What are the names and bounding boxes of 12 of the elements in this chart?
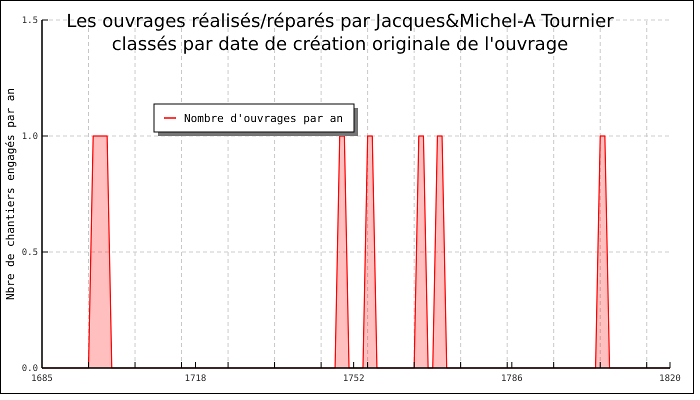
x-tick-label: 1752 bbox=[342, 374, 365, 384]
x-tick-label: 1685 bbox=[31, 374, 53, 384]
y-tick-label: 0.5 bbox=[22, 248, 38, 258]
chart-title: Les ouvrages réalisés/réparés par Jacques&Michel-A Tournier classés par date de création originale de l'ouvrage bbox=[66, 11, 614, 55]
y-axis-title: Nbre de chantiers engagés par an bbox=[4, 88, 17, 300]
y-tick-label: 1.0 bbox=[22, 132, 38, 142]
x-tick-label: 1786 bbox=[500, 374, 523, 384]
legend-label: Nombre d'ouvrages par an bbox=[184, 112, 343, 125]
x-tick-label: 1820 bbox=[659, 374, 681, 384]
y-tick-label: 0.0 bbox=[22, 364, 38, 374]
y-tick-label: 1.5 bbox=[22, 16, 38, 26]
x-tick-label: 1718 bbox=[184, 374, 206, 384]
